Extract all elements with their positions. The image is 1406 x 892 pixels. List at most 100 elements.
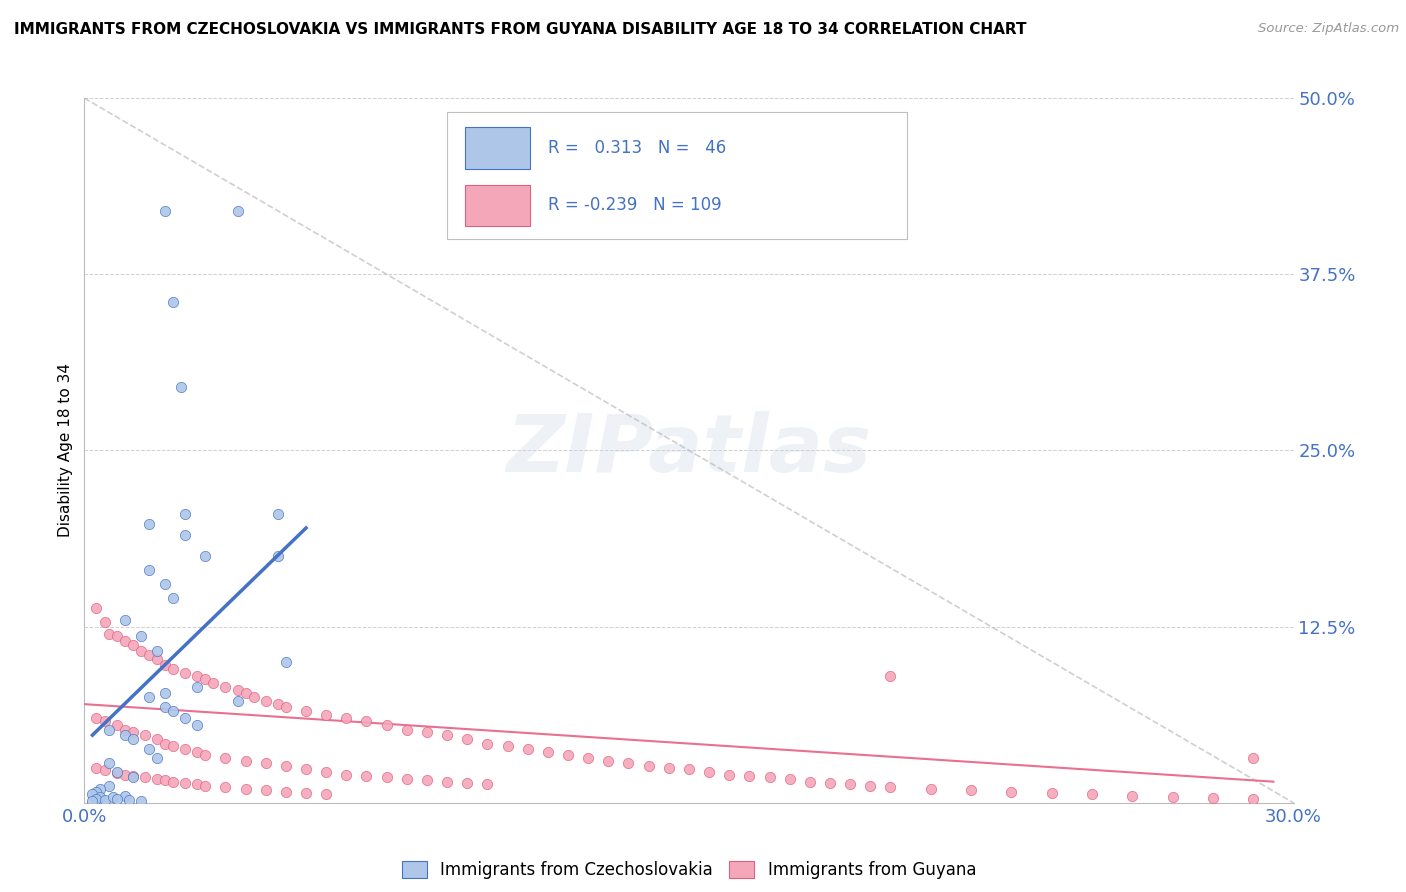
Point: [146, 732, 169, 747]
Point: [879, 780, 901, 795]
Point: [576, 750, 599, 764]
Point: [121, 769, 143, 783]
Point: [86, 791, 108, 805]
Point: [537, 745, 560, 759]
Point: [557, 747, 579, 762]
Point: [186, 669, 208, 683]
Point: [153, 203, 176, 218]
Point: [129, 794, 152, 808]
Point: [678, 762, 700, 776]
Point: [138, 648, 160, 662]
Point: [960, 783, 983, 797]
Point: [82, 788, 104, 802]
Point: [138, 742, 160, 756]
Point: [105, 764, 128, 779]
Point: [82, 794, 104, 808]
Point: [242, 690, 264, 705]
Point: [375, 718, 398, 732]
Point: [416, 725, 439, 739]
Point: [114, 728, 136, 742]
Point: [436, 728, 458, 742]
Point: [477, 737, 499, 751]
Point: [162, 591, 184, 606]
Point: [114, 633, 136, 648]
Point: [114, 789, 136, 803]
Point: [718, 767, 741, 781]
Point: [174, 711, 197, 725]
Point: [97, 779, 120, 793]
Point: [254, 783, 277, 797]
Point: [274, 700, 297, 714]
Point: [1161, 790, 1184, 805]
Point: [93, 793, 115, 807]
Point: [416, 773, 439, 788]
Point: [395, 723, 418, 737]
Point: [86, 784, 108, 798]
Point: [456, 732, 478, 747]
Point: [146, 643, 169, 657]
Point: [121, 638, 143, 652]
Point: [274, 784, 297, 798]
Point: [129, 630, 152, 644]
Text: ZIPatlas: ZIPatlas: [506, 411, 872, 490]
Point: [194, 549, 217, 564]
Point: [146, 652, 169, 666]
Point: [186, 680, 208, 694]
Point: [226, 683, 249, 698]
Point: [174, 742, 197, 756]
Point: [436, 774, 458, 789]
Point: [186, 718, 208, 732]
Point: [1202, 790, 1225, 805]
Point: [1241, 791, 1264, 805]
Point: [97, 626, 120, 640]
Point: [101, 790, 124, 805]
Point: [105, 766, 128, 780]
Point: [214, 680, 236, 694]
Point: [839, 777, 862, 791]
Point: [879, 669, 901, 683]
Point: [617, 756, 640, 771]
Point: [114, 613, 136, 627]
Point: [93, 714, 115, 728]
Point: [174, 528, 197, 542]
Point: [697, 764, 720, 779]
Point: [174, 776, 197, 790]
Point: [1121, 789, 1143, 803]
Point: [758, 771, 780, 785]
Point: [162, 739, 184, 754]
Point: [818, 776, 841, 790]
Point: [153, 657, 176, 672]
Point: [194, 672, 217, 686]
Point: [86, 760, 108, 774]
Point: [134, 728, 156, 742]
Point: [186, 745, 208, 759]
Point: [254, 694, 277, 708]
Point: [315, 764, 337, 779]
Point: [129, 643, 152, 657]
Point: [202, 676, 225, 690]
Point: [194, 747, 217, 762]
Legend: Immigrants from Czechoslovakia, Immigrants from Guyana: Immigrants from Czechoslovakia, Immigran…: [395, 855, 983, 886]
Point: [214, 750, 236, 764]
Y-axis label: Disability Age 18 to 34: Disability Age 18 to 34: [58, 363, 73, 538]
Point: [138, 690, 160, 705]
Point: [86, 711, 108, 725]
Point: [356, 769, 378, 783]
Point: [105, 718, 128, 732]
Point: [335, 767, 357, 781]
Point: [235, 686, 257, 700]
Text: IMMIGRANTS FROM CZECHOSLOVAKIA VS IMMIGRANTS FROM GUYANA DISABILITY AGE 18 TO 34: IMMIGRANTS FROM CZECHOSLOVAKIA VS IMMIGR…: [14, 22, 1026, 37]
Point: [162, 704, 184, 718]
Point: [89, 781, 111, 796]
Point: [162, 662, 184, 676]
Point: [86, 601, 108, 615]
Point: [274, 759, 297, 773]
Point: [1081, 788, 1104, 802]
Point: [138, 516, 160, 531]
Point: [97, 756, 120, 771]
Point: [859, 779, 882, 793]
Point: [97, 723, 120, 737]
Point: [315, 788, 337, 802]
Point: [105, 630, 128, 644]
Point: [658, 760, 681, 774]
